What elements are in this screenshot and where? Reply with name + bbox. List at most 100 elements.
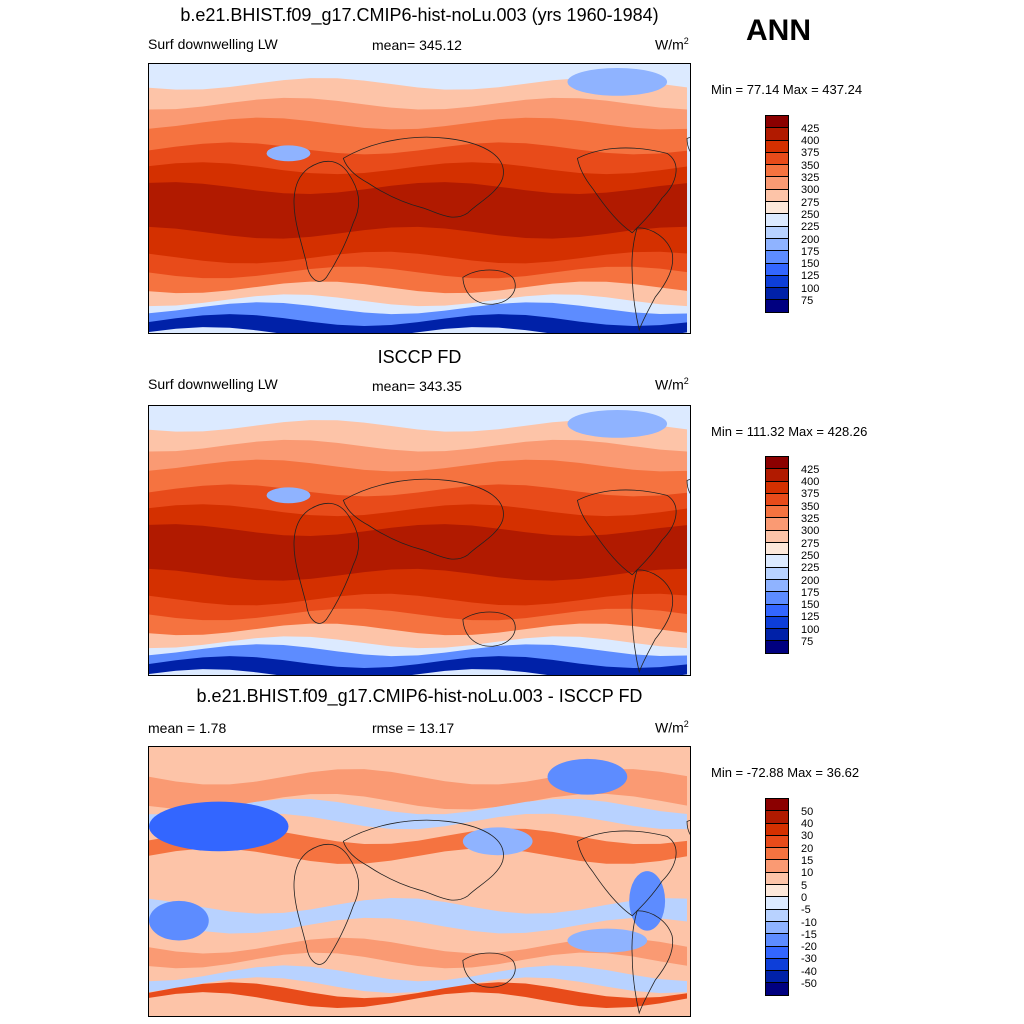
rmse-label: rmse = 13.17 <box>372 720 455 736</box>
colorbar-box <box>765 615 789 630</box>
colorbar-tick-label: 5 <box>801 879 808 892</box>
colorbar-box <box>765 591 789 605</box>
colorbar-box <box>765 920 789 935</box>
contour-band <box>149 982 688 1009</box>
colorbar-box <box>765 164 789 178</box>
variable-label: Surf downwelling LW <box>148 376 278 392</box>
contour-band <box>149 965 688 994</box>
coastline <box>462 952 516 988</box>
contour-band <box>149 868 688 904</box>
colorbar-tick-label: 325 <box>801 172 820 184</box>
units-label: W/m2 <box>655 36 689 53</box>
colorbar-box <box>765 896 789 910</box>
colorbar-box <box>765 287 789 301</box>
colorbar-box <box>765 628 789 642</box>
minmax-label: Min = -72.88 Max = 36.62 <box>711 765 860 780</box>
coastlines <box>293 819 690 1015</box>
mean-label: mean= 343.35 <box>372 378 462 394</box>
contour-band <box>149 294 688 316</box>
colorbar-tick-label: 100 <box>801 623 820 636</box>
contour-band <box>149 798 688 830</box>
colorbar-box <box>765 456 789 470</box>
colorbar-tick-label: 175 <box>801 586 820 599</box>
contour-band <box>266 487 311 504</box>
colorbar-tick-label: -5 <box>801 904 811 917</box>
colorbar-box <box>765 480 789 494</box>
colorbar-box <box>765 554 789 568</box>
colorbar-box <box>765 982 789 996</box>
colorbar-box <box>765 299 789 313</box>
coastline <box>293 844 360 965</box>
colorbar-tick-label: 175 <box>801 245 820 258</box>
colorbar-tick-label: 350 <box>801 159 820 172</box>
colorbar-box <box>765 970 789 984</box>
colorbar-box <box>765 933 789 947</box>
map-model <box>148 63 691 334</box>
colorbar-box <box>765 871 789 886</box>
colorbar-box <box>765 468 789 482</box>
colorbar-tick-label: 20 <box>801 842 814 855</box>
colorbar-tick-label: 75 <box>801 295 814 307</box>
colorbar-tick-label: 375 <box>801 147 820 160</box>
colorbar-tick-label: 40 <box>801 818 814 831</box>
colorbar-box <box>765 151 789 166</box>
colorbar-tick-label: 50 <box>801 805 814 818</box>
colorbar-tick-label: -30 <box>801 953 817 966</box>
colorbar-box <box>765 640 789 654</box>
contour-band <box>149 182 688 244</box>
coastline <box>576 489 677 576</box>
panel-title: ISCCP FD <box>377 347 462 367</box>
colorbar-tick-label: 300 <box>801 184 820 197</box>
colorbar-box <box>765 884 789 898</box>
colorbar-tick-label: 300 <box>801 525 820 538</box>
colorbar-box <box>765 822 789 836</box>
colorbar-tick-label: 200 <box>801 574 820 587</box>
panel-title: b.e21.BHIST.f09_g17.CMIP6-hist-noLu.003 … <box>180 5 659 25</box>
contour-band <box>567 67 668 96</box>
colorbar-tick-label: 100 <box>801 282 820 295</box>
contour-band <box>149 302 688 330</box>
colorbar-tick-label: 15 <box>801 855 814 867</box>
coastlines <box>293 136 690 332</box>
colorbar-box <box>765 237 789 252</box>
coastline <box>342 819 504 901</box>
colorbar-tick-label: 0 <box>801 891 808 904</box>
colorbar: 50 40 30 20 15 10 5 0 -5 -10 -15 -20 -30 -40 -50 <box>765 798 817 996</box>
coastline <box>631 227 674 332</box>
mean-label: mean= 345.12 <box>372 37 462 53</box>
contour-band <box>266 145 311 162</box>
contour-band <box>149 314 688 333</box>
contour-band <box>149 644 688 672</box>
colorbar-tick-label: -15 <box>801 928 817 941</box>
colorbar-box <box>765 529 789 544</box>
colorbar-tick-label: 425 <box>801 463 820 476</box>
colorbar-box <box>765 176 789 190</box>
contour-band <box>149 623 688 650</box>
minmax-label: Min = 77.14 Max = 437.24 <box>711 82 863 97</box>
colorbar-box <box>765 945 789 959</box>
colorbar-tick-label: 150 <box>801 599 820 612</box>
map-diff <box>148 746 691 1017</box>
colorbar-box <box>765 603 789 617</box>
coastline <box>576 147 677 234</box>
contour-band <box>149 656 688 675</box>
colorbar-tick-label: -50 <box>801 978 817 990</box>
colorbar-tick-label: 30 <box>801 830 814 843</box>
contour-band <box>149 897 688 934</box>
coastline <box>631 569 674 674</box>
colorbar-tick-label: 425 <box>801 122 820 135</box>
units-label: W/m2 <box>655 719 689 736</box>
contour-band <box>149 636 688 658</box>
colorbar: 425 400 375 350 325 300 275 250 225 200 175 150 125 1… <box>765 115 819 313</box>
panel-title: b.e21.BHIST.f09_g17.CMIP6-hist-noLu.003 … <box>196 686 643 706</box>
coastline <box>462 269 516 305</box>
mean-label: mean = 1.78 <box>148 720 227 736</box>
colorbar-tick-label: 400 <box>801 135 820 148</box>
coastline <box>576 830 677 917</box>
colorbar-box <box>765 127 789 141</box>
colorbar-tick-label: 10 <box>801 867 814 880</box>
colorbar-box <box>765 492 789 507</box>
coastline <box>342 136 504 218</box>
colorbar-tick-label: 250 <box>801 208 820 221</box>
coastline <box>293 161 360 282</box>
